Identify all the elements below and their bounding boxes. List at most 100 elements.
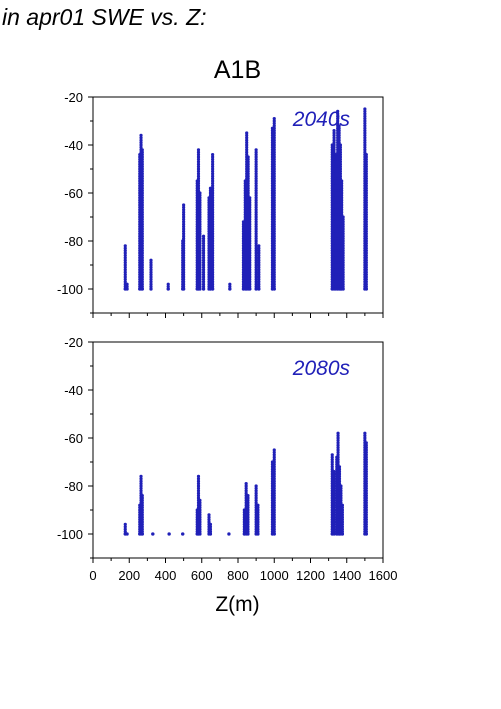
data-point xyxy=(364,474,368,478)
data-point xyxy=(339,498,343,502)
data-point xyxy=(364,460,368,464)
data-point xyxy=(140,263,144,267)
data-point xyxy=(211,162,215,166)
data-point xyxy=(245,138,249,142)
data-point xyxy=(254,253,258,257)
data-point xyxy=(198,513,202,517)
data-point xyxy=(211,239,215,243)
data-point xyxy=(254,258,258,262)
data-point xyxy=(272,229,276,233)
data-point xyxy=(336,436,340,440)
data-point xyxy=(211,165,215,169)
data-point xyxy=(201,263,206,267)
data-point xyxy=(363,126,367,130)
data-point xyxy=(332,532,336,536)
data-point xyxy=(341,268,345,272)
data-point xyxy=(140,265,144,269)
data-point xyxy=(364,510,368,514)
x-tick-label: 200 xyxy=(118,568,140,583)
data-point xyxy=(140,513,144,517)
data-point xyxy=(337,124,341,128)
data-point xyxy=(182,203,186,207)
data-point xyxy=(182,237,186,241)
data-point xyxy=(341,246,345,250)
data-point xyxy=(332,472,336,476)
data-point xyxy=(341,287,345,291)
data-point xyxy=(340,510,344,514)
data-point xyxy=(332,496,336,500)
data-point xyxy=(256,527,260,531)
data-point xyxy=(123,249,127,253)
data-point xyxy=(182,215,186,219)
data-point xyxy=(364,213,368,217)
data-point xyxy=(201,275,206,279)
data-point xyxy=(246,160,250,164)
data-point xyxy=(248,251,252,255)
data-point xyxy=(341,244,345,248)
data-point xyxy=(272,191,276,195)
data-point xyxy=(332,515,336,519)
data-point xyxy=(341,280,345,284)
data-point xyxy=(211,282,215,286)
data-point xyxy=(140,208,144,212)
data-point xyxy=(336,448,340,452)
data-point xyxy=(125,285,129,289)
data-point xyxy=(198,510,202,514)
data-point xyxy=(364,258,368,262)
data-point xyxy=(332,525,336,529)
data-point xyxy=(198,249,202,253)
data-point xyxy=(140,153,144,157)
data-point xyxy=(337,131,341,135)
data-point xyxy=(254,270,258,274)
data-point xyxy=(257,251,261,255)
data-point xyxy=(272,150,276,154)
data-point xyxy=(123,263,127,267)
data-point xyxy=(272,450,276,454)
data-point xyxy=(257,280,261,284)
data-point xyxy=(198,525,202,529)
data-point xyxy=(198,520,202,524)
data-point xyxy=(201,246,206,250)
data-point xyxy=(208,522,213,527)
data-point xyxy=(139,138,143,142)
data-point xyxy=(246,181,250,185)
data-point xyxy=(364,486,368,490)
data-point xyxy=(272,455,276,459)
data-point xyxy=(340,532,344,536)
data-point xyxy=(196,177,201,181)
data-point xyxy=(332,501,336,505)
data-point xyxy=(211,225,215,229)
data-point xyxy=(201,270,206,274)
data-point xyxy=(364,232,368,236)
data-point xyxy=(140,169,144,173)
data-point xyxy=(336,112,340,116)
data-point xyxy=(254,277,258,281)
data-point xyxy=(254,148,258,152)
data-point xyxy=(182,280,186,284)
data-point xyxy=(332,145,336,149)
data-point xyxy=(364,229,368,233)
data-point xyxy=(139,136,143,140)
data-point xyxy=(272,265,276,269)
data-point xyxy=(336,446,340,450)
data-point xyxy=(196,491,201,495)
data-point xyxy=(363,150,367,154)
panel-label-2080s: 2080s xyxy=(292,357,351,380)
data-point xyxy=(182,229,186,233)
data-point xyxy=(340,210,344,214)
data-point xyxy=(364,215,368,219)
data-point xyxy=(341,282,345,286)
data-point xyxy=(211,177,215,181)
y-tick-label: -40 xyxy=(64,138,83,153)
data-point xyxy=(139,484,143,488)
data-point xyxy=(182,227,186,231)
data-point xyxy=(363,114,367,118)
data-point xyxy=(272,184,276,188)
data-point xyxy=(364,174,368,178)
data-point xyxy=(201,280,206,284)
data-point xyxy=(123,256,127,260)
data-point xyxy=(198,258,202,262)
data-point xyxy=(198,527,202,531)
data-point xyxy=(182,220,186,224)
data-point xyxy=(364,491,368,495)
